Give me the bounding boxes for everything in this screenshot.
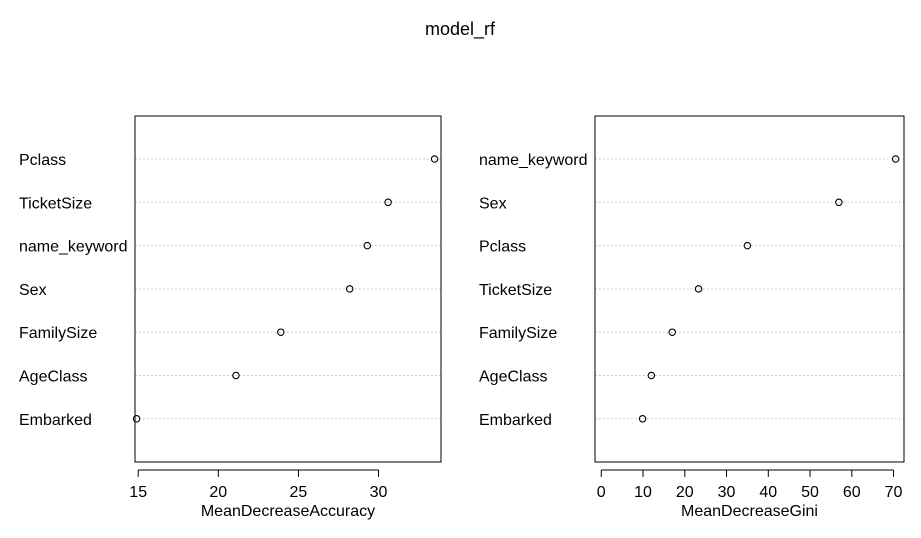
category-label: AgeClass bbox=[19, 369, 87, 386]
panel-mean-decrease-accuracy: Pclass TicketSize name_keyword Sex FamilySiz… bbox=[19, 115, 442, 520]
x-tick-label: 40 bbox=[759, 484, 777, 501]
x-tick-label: 0 bbox=[597, 484, 606, 501]
category-label: Pclass bbox=[479, 239, 526, 256]
x-tick-label: 25 bbox=[290, 484, 308, 501]
x-tick-label: 30 bbox=[718, 484, 736, 501]
category-label: FamilySize bbox=[479, 325, 557, 342]
plot-frame bbox=[134, 115, 442, 463]
data-point bbox=[694, 285, 703, 293]
category-label: Embarked bbox=[479, 412, 552, 429]
x-tick-label: 20 bbox=[209, 484, 227, 501]
x-tick-label: 15 bbox=[129, 484, 147, 501]
category-label: FamilySize bbox=[19, 325, 97, 342]
plot-frame bbox=[594, 115, 905, 463]
data-point bbox=[647, 371, 656, 380]
data-point bbox=[345, 285, 354, 293]
data-point bbox=[430, 155, 439, 163]
data-point bbox=[384, 198, 392, 207]
x-tick-label: 50 bbox=[801, 484, 819, 501]
data-point bbox=[638, 415, 647, 423]
x-tick-label: 20 bbox=[676, 484, 694, 501]
category-label: Sex bbox=[19, 282, 47, 299]
data-point bbox=[743, 241, 752, 250]
figure-title: model_rf bbox=[425, 19, 496, 40]
x-tick-label: 30 bbox=[370, 484, 388, 501]
data-point bbox=[668, 328, 676, 336]
data-point bbox=[363, 241, 372, 250]
x-axis-label: MeanDecreaseAccuracy bbox=[201, 503, 375, 520]
x-tick-label: 60 bbox=[843, 484, 861, 501]
category-label: TicketSize bbox=[479, 282, 552, 299]
data-point bbox=[277, 328, 285, 336]
category-label: name_keyword bbox=[19, 239, 128, 256]
data-point bbox=[835, 198, 843, 207]
category-label: Embarked bbox=[19, 412, 92, 429]
category-label: name_keyword bbox=[479, 152, 588, 169]
data-point bbox=[132, 415, 141, 423]
category-label: Pclass bbox=[19, 152, 66, 169]
panel-mean-decrease-gini: name_keyword Sex Pclass TicketSize FamilySiz… bbox=[479, 115, 905, 520]
x-axis-label: MeanDecreaseGini bbox=[681, 503, 818, 520]
data-point bbox=[891, 155, 900, 163]
category-label: Sex bbox=[479, 195, 507, 212]
x-tick-label: 10 bbox=[634, 484, 652, 501]
x-tick-label: 70 bbox=[885, 484, 903, 501]
category-label: TicketSize bbox=[19, 195, 92, 212]
category-label: AgeClass bbox=[479, 369, 547, 386]
data-point bbox=[232, 371, 240, 380]
